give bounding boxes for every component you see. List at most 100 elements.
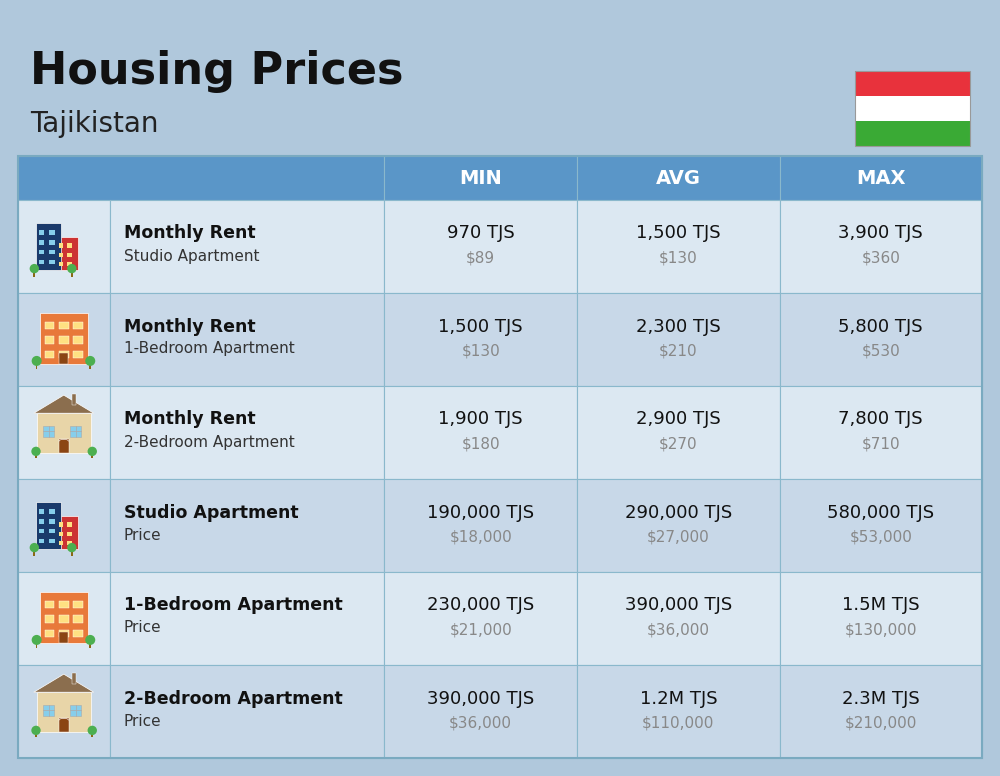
- Text: MIN: MIN: [459, 168, 502, 188]
- Text: 190,000 TJS: 190,000 TJS: [427, 504, 534, 521]
- Bar: [855, 121, 970, 146]
- Bar: [89, 642, 91, 648]
- Bar: [59, 532, 63, 535]
- Bar: [110, 665, 384, 758]
- Bar: [384, 386, 577, 479]
- Bar: [59, 719, 69, 733]
- Bar: [45, 322, 54, 330]
- Bar: [67, 262, 72, 266]
- Bar: [110, 386, 384, 479]
- Bar: [39, 230, 44, 235]
- Bar: [45, 629, 54, 636]
- Text: MAX: MAX: [856, 168, 906, 188]
- Bar: [49, 230, 55, 235]
- Bar: [43, 426, 54, 437]
- Bar: [18, 479, 110, 572]
- Polygon shape: [34, 395, 94, 413]
- Bar: [780, 479, 982, 572]
- Text: $210,000: $210,000: [845, 715, 917, 730]
- Bar: [384, 572, 577, 665]
- Bar: [780, 156, 982, 200]
- Bar: [67, 244, 72, 248]
- Bar: [49, 240, 55, 244]
- Text: 390,000 TJS: 390,000 TJS: [427, 690, 534, 708]
- Text: $130,000: $130,000: [845, 622, 917, 638]
- Bar: [59, 352, 68, 364]
- Bar: [855, 96, 970, 121]
- Bar: [59, 629, 69, 636]
- Text: $530: $530: [861, 344, 900, 359]
- Bar: [780, 386, 982, 479]
- Bar: [35, 732, 37, 737]
- Circle shape: [32, 635, 42, 645]
- Bar: [49, 250, 55, 255]
- Text: $21,000: $21,000: [449, 622, 512, 638]
- Circle shape: [30, 543, 39, 553]
- Bar: [91, 452, 93, 458]
- Bar: [43, 705, 54, 715]
- Text: Monthly Rent: Monthly Rent: [124, 411, 255, 428]
- Bar: [110, 200, 384, 293]
- Bar: [577, 572, 780, 665]
- Bar: [59, 244, 63, 248]
- Bar: [73, 615, 83, 622]
- Text: $36,000: $36,000: [449, 715, 512, 730]
- Bar: [91, 732, 93, 737]
- Text: Price: Price: [124, 621, 161, 636]
- Bar: [70, 426, 81, 437]
- Text: Tajikistan: Tajikistan: [30, 110, 158, 138]
- Circle shape: [85, 356, 95, 366]
- Text: 230,000 TJS: 230,000 TJS: [427, 597, 534, 615]
- Text: Studio Apartment: Studio Apartment: [124, 504, 298, 521]
- Bar: [49, 528, 55, 533]
- Text: 2,300 TJS: 2,300 TJS: [636, 317, 721, 335]
- Bar: [384, 479, 577, 572]
- Text: 2.3M TJS: 2.3M TJS: [842, 690, 920, 708]
- Text: $180: $180: [461, 436, 500, 452]
- Bar: [36, 502, 61, 549]
- Circle shape: [67, 264, 77, 273]
- Text: Studio Apartment: Studio Apartment: [124, 248, 259, 264]
- Text: $18,000: $18,000: [449, 529, 512, 545]
- Text: $710: $710: [861, 436, 900, 452]
- Text: $110,000: $110,000: [642, 715, 715, 730]
- Text: 1-Bedroom Apartment: 1-Bedroom Apartment: [124, 341, 294, 356]
- Bar: [780, 572, 982, 665]
- Bar: [33, 549, 35, 556]
- Bar: [71, 270, 73, 276]
- Circle shape: [88, 447, 97, 456]
- Bar: [577, 293, 780, 386]
- Bar: [59, 322, 69, 330]
- Bar: [73, 322, 83, 330]
- Text: 2-Bedroom Apartment: 2-Bedroom Apartment: [124, 690, 342, 708]
- Text: Price: Price: [124, 713, 161, 729]
- Bar: [18, 386, 110, 479]
- Bar: [73, 337, 83, 344]
- Bar: [855, 71, 970, 146]
- Bar: [18, 293, 110, 386]
- Text: AVG: AVG: [656, 168, 701, 188]
- Bar: [59, 601, 69, 608]
- Bar: [384, 156, 577, 200]
- Polygon shape: [34, 674, 94, 692]
- Text: 390,000 TJS: 390,000 TJS: [625, 597, 732, 615]
- Bar: [18, 200, 110, 293]
- Text: 1,500 TJS: 1,500 TJS: [438, 317, 523, 335]
- Text: 5,800 TJS: 5,800 TJS: [838, 317, 923, 335]
- Bar: [384, 200, 577, 293]
- Text: 7,800 TJS: 7,800 TJS: [838, 411, 923, 428]
- Bar: [39, 250, 44, 255]
- Bar: [39, 240, 44, 244]
- Text: 290,000 TJS: 290,000 TJS: [625, 504, 732, 521]
- Bar: [18, 572, 110, 665]
- Bar: [59, 522, 63, 527]
- Text: $270: $270: [659, 436, 698, 452]
- Bar: [59, 439, 69, 453]
- Text: 1.2M TJS: 1.2M TJS: [640, 690, 717, 708]
- Bar: [45, 351, 54, 358]
- Bar: [72, 673, 76, 684]
- Bar: [59, 615, 69, 622]
- Text: 1.5M TJS: 1.5M TJS: [842, 597, 920, 615]
- Bar: [39, 519, 44, 524]
- Text: $89: $89: [466, 251, 495, 265]
